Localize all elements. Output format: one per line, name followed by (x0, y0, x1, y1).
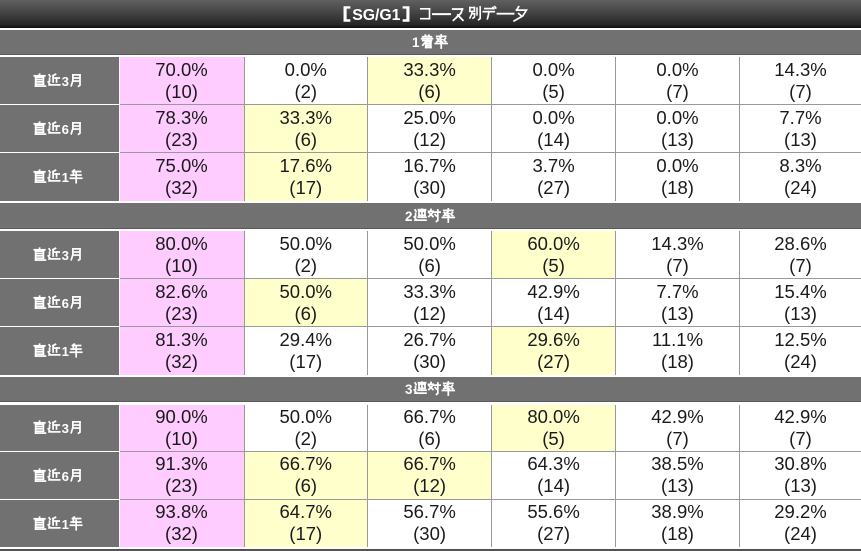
svg-text:3: 3 (61, 74, 68, 88)
svg-text:1: 1 (412, 35, 420, 49)
svg-text:3: 3 (61, 248, 68, 262)
svg-text:6: 6 (61, 296, 68, 310)
svg-text:3: 3 (405, 382, 412, 396)
svg-text:2: 2 (405, 209, 412, 223)
svg-text:SG/G1: SG/G1 (352, 7, 400, 24)
svg-text:3: 3 (61, 421, 68, 435)
svg-text:6: 6 (61, 469, 68, 483)
svg-text:1: 1 (61, 170, 68, 184)
svg-text:1: 1 (61, 517, 68, 531)
svg-text:1: 1 (61, 344, 68, 358)
svg-text:6: 6 (61, 122, 68, 136)
